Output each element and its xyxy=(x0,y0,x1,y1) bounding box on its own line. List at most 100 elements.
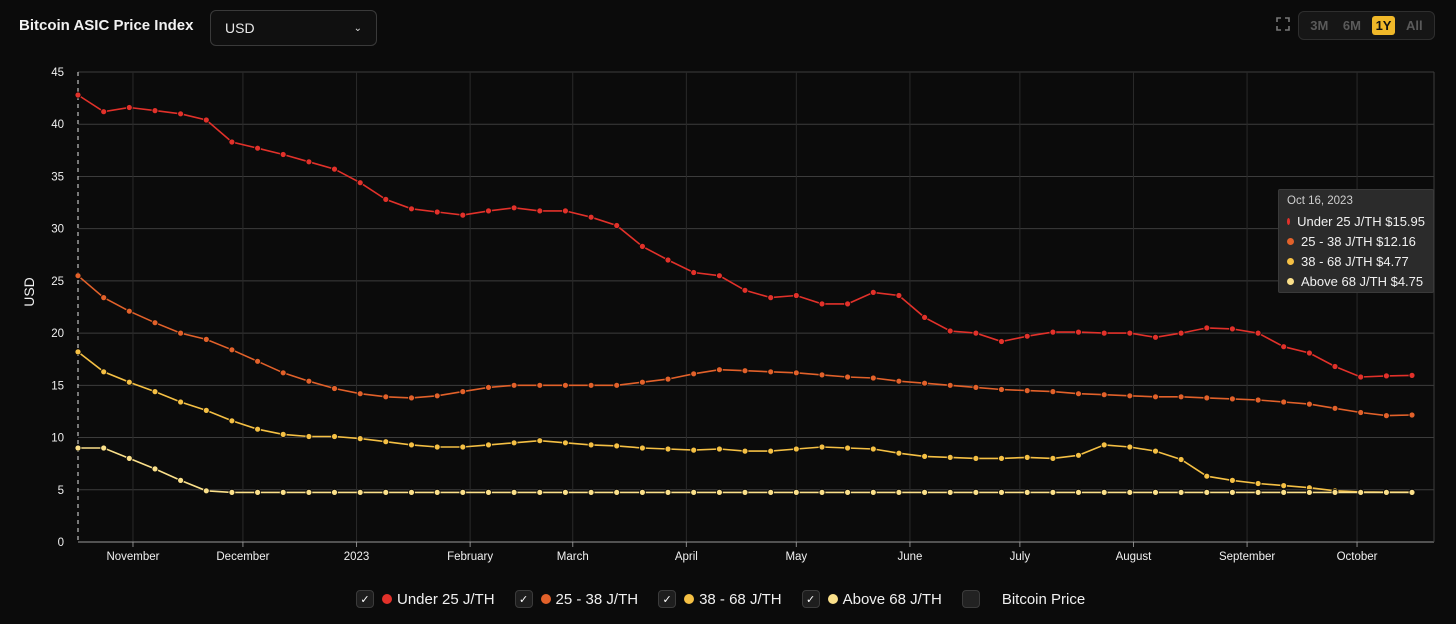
data-point xyxy=(331,165,338,173)
data-point xyxy=(1152,393,1159,401)
data-point xyxy=(125,307,133,315)
data-point xyxy=(690,370,698,378)
data-point xyxy=(639,378,646,386)
data-point xyxy=(1023,387,1031,395)
data-point xyxy=(587,488,595,496)
tooltip-row: Above 68 J/TH $4.75 xyxy=(1287,271,1425,291)
legend-item-above-68[interactable]: ✓ Above 68 J/TH xyxy=(801,590,942,608)
x-tick-label: March xyxy=(557,551,589,563)
data-point xyxy=(1203,324,1211,332)
data-point xyxy=(664,256,672,264)
y-tick-label: 30 xyxy=(51,224,64,236)
data-point xyxy=(510,204,518,212)
data-point xyxy=(433,392,441,400)
data-point xyxy=(1229,488,1236,496)
price-chart[interactable]: 0 5 10 15 20 25 30 35 40 45 November December 2023 Fe… xyxy=(0,0,1456,580)
data-point xyxy=(869,445,877,453)
range-6m-button[interactable]: 6M xyxy=(1342,18,1361,33)
range-all-button[interactable]: All xyxy=(1406,18,1423,33)
currency-select-value: USD xyxy=(225,20,255,36)
data-point xyxy=(459,211,467,219)
tooltip-date: Oct 16, 2023 xyxy=(1287,195,1353,207)
series-color-dot xyxy=(827,594,838,604)
data-point xyxy=(1075,390,1082,398)
data-point xyxy=(895,488,903,496)
data-point xyxy=(305,377,313,385)
data-point xyxy=(664,445,672,453)
data-point xyxy=(1383,412,1390,420)
data-point xyxy=(1075,488,1082,496)
data-point xyxy=(1383,372,1390,380)
range-1y-button[interactable]: 1Y xyxy=(1371,16,1396,35)
checkbox-unchecked-icon[interactable] xyxy=(961,590,980,608)
data-point xyxy=(408,394,415,402)
data-point xyxy=(613,488,621,496)
legend-item-bitcoin-price[interactable]: Bitcoin Price xyxy=(961,590,1085,608)
x-tick-label: July xyxy=(1010,551,1031,563)
data-point xyxy=(100,108,108,116)
data-point xyxy=(382,195,390,203)
data-point xyxy=(305,158,313,166)
legend-item-under-25[interactable]: ✓ Under 25 J/TH xyxy=(356,590,495,608)
data-point xyxy=(1100,441,1108,449)
data-point xyxy=(459,443,467,451)
data-point xyxy=(459,488,467,496)
series-line xyxy=(77,94,1413,378)
data-point xyxy=(1152,488,1159,496)
checkbox-checked-icon[interactable]: ✓ xyxy=(356,590,374,608)
data-point xyxy=(1408,488,1416,496)
data-point xyxy=(331,433,338,440)
series-color-dot xyxy=(382,594,392,604)
data-point xyxy=(792,445,800,453)
data-point xyxy=(254,488,262,496)
data-point xyxy=(536,381,544,389)
checkbox-checked-icon[interactable]: ✓ xyxy=(658,590,677,608)
data-point xyxy=(818,300,826,308)
data-point xyxy=(844,300,851,308)
checkbox-checked-icon[interactable]: ✓ xyxy=(801,590,820,608)
data-point xyxy=(562,439,569,447)
data-point xyxy=(151,465,159,473)
data-point xyxy=(767,368,775,376)
data-point xyxy=(716,366,723,374)
data-point xyxy=(1049,388,1057,396)
legend-item-38-68[interactable]: ✓ 38 - 68 J/TH xyxy=(658,590,782,608)
data-point xyxy=(921,379,928,387)
data-point xyxy=(613,222,621,229)
data-point xyxy=(177,398,185,406)
data-point xyxy=(433,208,441,216)
data-point xyxy=(125,454,133,462)
data-point xyxy=(716,488,723,496)
legend-item-25-38[interactable]: ✓ 25 - 38 J/TH xyxy=(514,590,638,608)
data-point xyxy=(639,488,646,496)
data-point xyxy=(228,138,236,146)
data-point xyxy=(998,488,1005,496)
data-point xyxy=(562,207,569,215)
x-tick-label: September xyxy=(1219,551,1275,563)
data-point xyxy=(356,179,364,187)
data-point xyxy=(1331,488,1339,496)
x-tick-label: October xyxy=(1337,551,1378,563)
fullscreen-icon[interactable] xyxy=(1276,17,1290,31)
data-point xyxy=(202,335,210,343)
data-point xyxy=(1229,325,1236,333)
data-point xyxy=(331,488,338,496)
data-point xyxy=(972,329,980,337)
data-point xyxy=(1254,480,1262,487)
data-point xyxy=(485,488,492,496)
data-point xyxy=(1126,392,1134,400)
data-point xyxy=(895,449,903,457)
data-point xyxy=(972,488,980,496)
data-point xyxy=(510,439,518,447)
data-point xyxy=(74,348,82,356)
data-point xyxy=(279,151,287,158)
series-color-dot xyxy=(1287,257,1294,265)
range-3m-button[interactable]: 3M xyxy=(1310,18,1329,33)
checkbox-checked-icon[interactable]: ✓ xyxy=(514,590,533,608)
data-point xyxy=(741,367,749,375)
data-point xyxy=(895,377,903,385)
data-point xyxy=(1075,451,1082,459)
currency-select[interactable]: USD ⌄ xyxy=(210,10,377,46)
data-point xyxy=(1100,391,1108,399)
data-point xyxy=(459,388,467,396)
